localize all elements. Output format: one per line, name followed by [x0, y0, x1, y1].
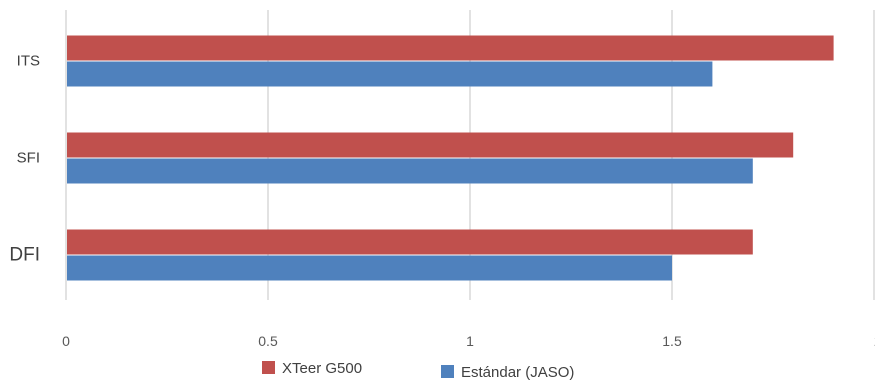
y-axis-category-labels: ITS SFI DFI: [9, 52, 40, 265]
bar-its-series-2: [67, 61, 713, 87]
legend-label-2: Estándar (JASO): [461, 364, 574, 380]
legend-swatch-1: [262, 361, 275, 374]
bar-sfi-series-2: [67, 158, 753, 184]
x-tick-label: 0.5: [258, 333, 278, 349]
category-label-sfi: SFI: [17, 149, 40, 166]
x-axis-tick-labels: 00.511.52: [62, 333, 875, 349]
bar-its-series-1: [67, 35, 834, 61]
x-tick-label: 1: [466, 333, 474, 349]
category-label-dfi: DFI: [9, 245, 40, 266]
bar-sfi-series-1: [67, 132, 794, 158]
x-tick-label: 1.5: [662, 333, 682, 349]
bar-dfi-series-2: [67, 255, 672, 281]
x-tick-label: 0: [62, 333, 70, 349]
bar-dfi-series-1: [67, 229, 753, 255]
legend-label-1: XTeer G500: [282, 360, 362, 377]
category-label-its: ITS: [17, 52, 40, 69]
legend-swatch-2: [441, 365, 454, 378]
bars: [67, 35, 834, 281]
legend: XTeer G500 Estándar (JASO): [262, 360, 574, 380]
